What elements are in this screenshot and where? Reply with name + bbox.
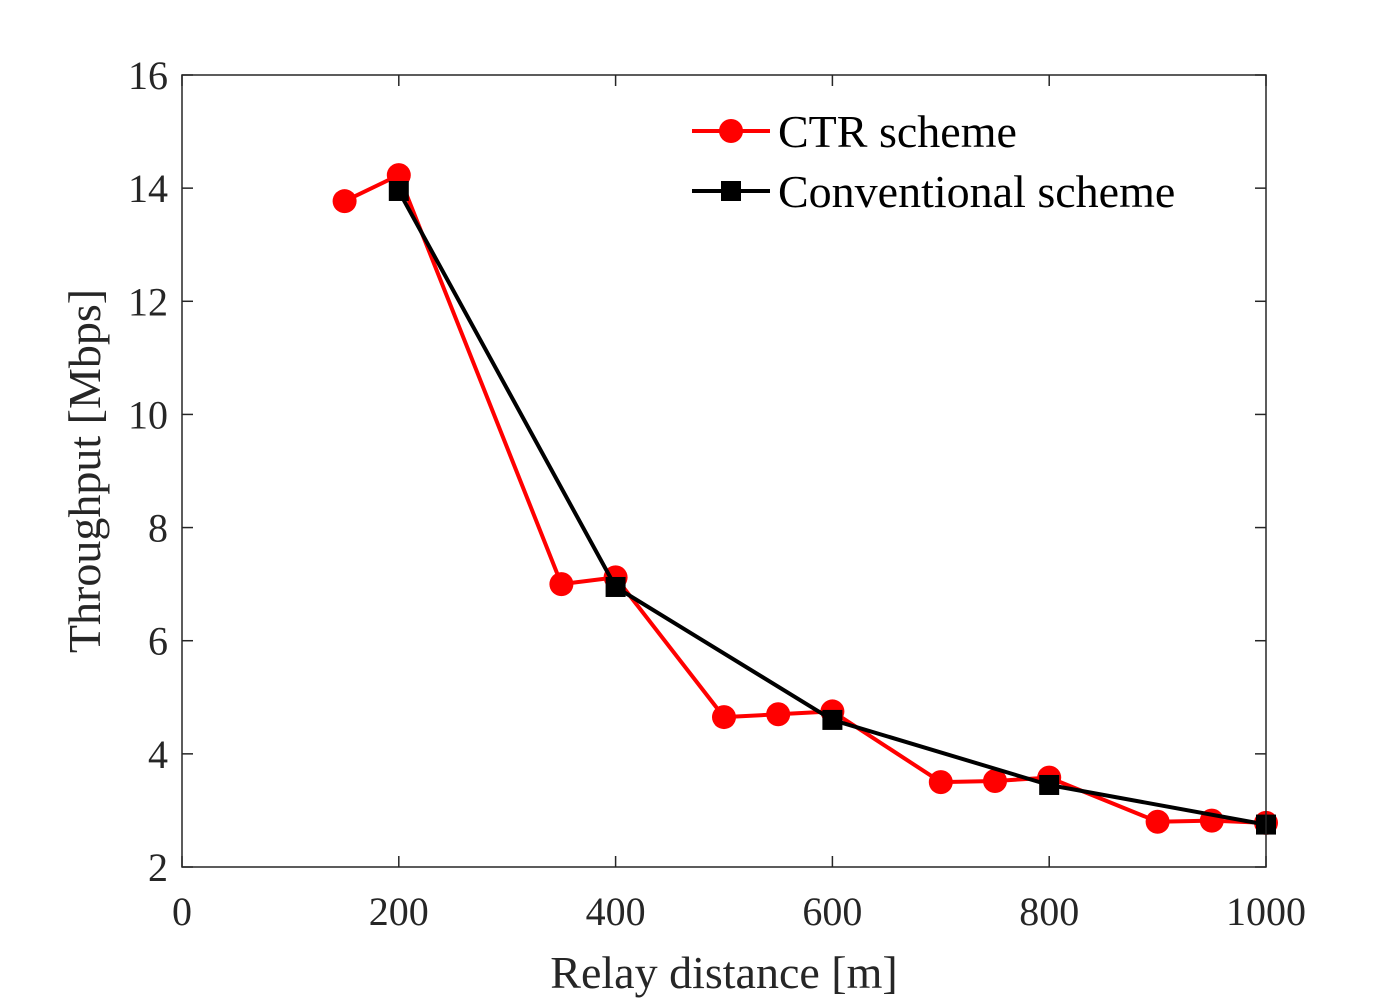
x-tick-label: 400 bbox=[586, 889, 646, 934]
y-axis-label: Throughput [Mbps] bbox=[59, 289, 110, 653]
y-tick-label: 6 bbox=[148, 619, 168, 664]
x-tick-label: 200 bbox=[369, 889, 429, 934]
data-point bbox=[928, 770, 953, 795]
x-tick-label: 800 bbox=[1019, 889, 1079, 934]
data-point bbox=[766, 702, 791, 727]
legend-marker bbox=[721, 181, 741, 201]
data-point bbox=[388, 180, 409, 201]
legend-label: Conventional scheme bbox=[778, 166, 1175, 217]
y-tick-label: 4 bbox=[148, 732, 168, 777]
data-point bbox=[712, 705, 736, 730]
series-2 bbox=[388, 180, 1276, 835]
x-tick-label: 600 bbox=[802, 889, 862, 934]
x-tick-label: 1000 bbox=[1226, 889, 1306, 934]
legend-entry-2: Conventional scheme bbox=[692, 166, 1175, 217]
data-point bbox=[822, 709, 843, 730]
y-tick-label: 14 bbox=[128, 166, 168, 211]
data-point bbox=[549, 572, 574, 597]
legend-marker bbox=[719, 119, 743, 143]
x-tick-label: 0 bbox=[172, 889, 192, 934]
data-point bbox=[1145, 809, 1170, 834]
y-tick-label: 16 bbox=[128, 53, 168, 98]
legend-entry-1: CTR scheme bbox=[692, 106, 1017, 157]
y-tick-label: 10 bbox=[128, 392, 168, 437]
x-axis-label: Relay distance [m] bbox=[550, 947, 897, 998]
data-point bbox=[1039, 774, 1060, 795]
axes-box bbox=[181, 74, 1267, 868]
series-group bbox=[332, 163, 1278, 835]
legend-label: CTR scheme bbox=[778, 106, 1017, 157]
data-point bbox=[605, 576, 626, 597]
legend: CTR scheme Conventional scheme bbox=[692, 106, 1175, 217]
data-point bbox=[983, 769, 1007, 794]
y-tick-label: 2 bbox=[148, 845, 168, 890]
y-tick-label: 12 bbox=[128, 279, 168, 324]
axis-ticks: 0 200 400 600 800 1000 2 4 6 8 10 12 14 16 bbox=[128, 53, 1306, 934]
data-point bbox=[332, 189, 357, 214]
y-tick-label: 8 bbox=[148, 506, 168, 551]
